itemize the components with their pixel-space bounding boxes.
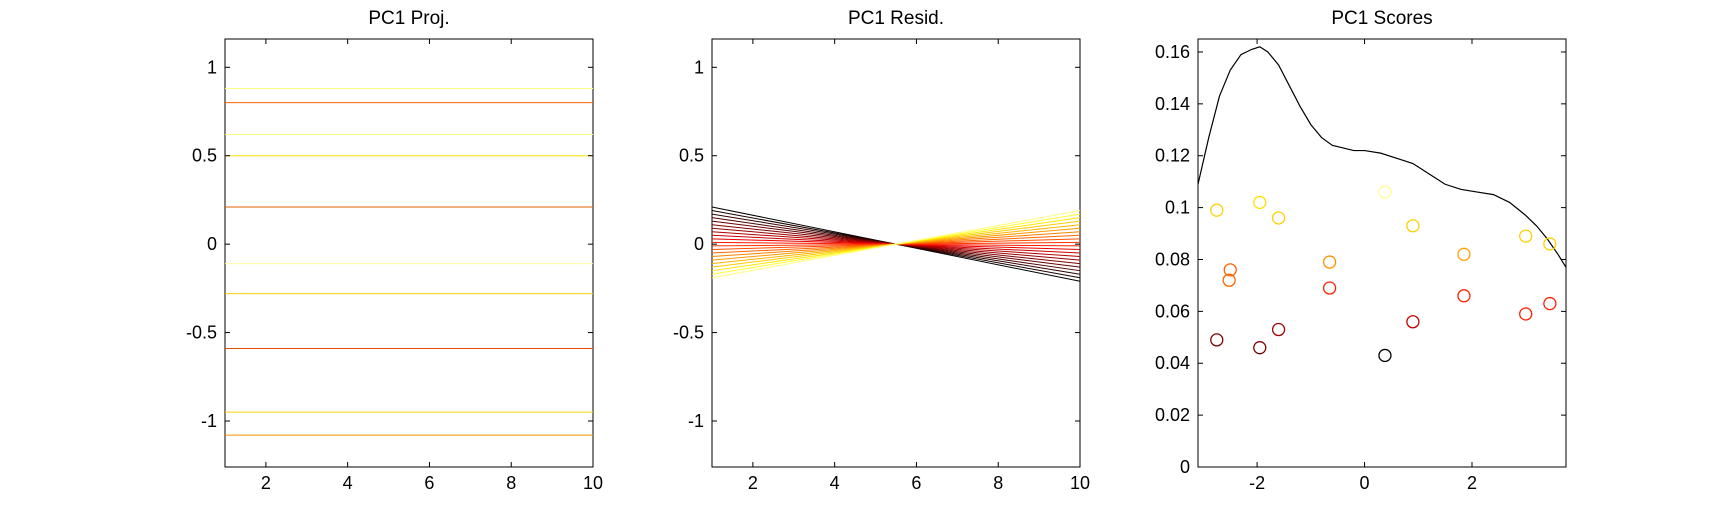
y-tick-label: -1 [688,411,704,431]
y-tick-label: 0.04 [1155,353,1190,373]
y-tick-label: 0.08 [1155,249,1190,269]
y-tick-label: -1 [201,411,217,431]
x-tick-label: 2 [1467,473,1477,493]
y-tick-label: 1 [694,57,704,77]
plot-area [224,38,594,468]
y-tick-label: -0.5 [673,323,704,343]
y-tick-label: 0.12 [1155,146,1190,166]
scatter-point [1271,322,1286,337]
chart-pc1-scores: PC1 Scores -2 0 2 0 0.02 0.04 0.06 0.08 0.1 0.12 0… [1155,8,1567,493]
series-line [711,210,1081,279]
x-tick-label: 2 [748,473,758,493]
y-tick-label: 0.5 [679,146,704,166]
scatter-point [1210,203,1224,217]
x-tick-label: 8 [993,473,1003,493]
x-tick-label: 10 [1070,473,1090,493]
scatter-point [1519,229,1533,243]
x-tick-label: 10 [583,473,603,493]
y-tick-label: 0.5 [192,146,217,166]
axis-ticks: 2 4 6 8 10 1 0.5 0 -0.5 -1 [673,39,1090,493]
x-tick-label: -2 [1249,473,1265,493]
plot-area [1197,38,1567,468]
scatter-point [1223,263,1237,277]
x-tick-label: 6 [424,473,434,493]
x-tick-label: 4 [830,473,840,493]
y-tick-label: 0 [1180,457,1190,477]
chart-title: PC1 Resid. [848,8,944,29]
y-tick-label: 0.06 [1155,301,1190,321]
density-curve [1197,46,1567,268]
chart-title: PC1 Proj. [368,8,449,29]
scatter-point [1322,255,1337,269]
scatter-point [1222,273,1236,287]
chart-title: PC1 Scores [1331,8,1432,29]
x-tick-label: 2 [261,473,271,493]
scatter-point [1543,237,1557,251]
chart-pc1-proj: PC1 Proj. 2 4 6 8 10 1 0.5 0 -0.5 -1 [186,8,603,493]
scatter-point [1457,289,1471,303]
scatter-point [1253,195,1267,210]
chart-pc1-resid: PC1 Resid. 2 4 6 8 10 1 0.5 0 -0.5 -1 [673,8,1090,493]
series-lines [225,88,593,436]
y-tick-label: 0.02 [1155,405,1190,425]
scatter-marks [1197,46,1567,363]
scatter-point [1406,219,1420,233]
axis-ticks: -2 0 2 0 0.02 0.04 0.06 0.08 0.1 0.12 0.14 0.16 [1155,39,1566,493]
x-tick-label: 4 [343,473,353,493]
scatter-point [1378,185,1392,199]
y-tick-label: 1 [207,57,217,77]
x-tick-label: 6 [911,473,921,493]
scatter-point [1271,211,1286,225]
scatter-point [1457,247,1471,261]
series-lines [711,206,1081,282]
scatter-point [1406,315,1420,329]
y-tick-label: 0.14 [1155,94,1190,114]
scatter-point [1210,333,1224,347]
scatter-point [1322,281,1337,295]
scatter-point [1253,341,1267,355]
scatter-point [1519,307,1533,321]
plot-area [711,38,1081,468]
y-tick-label: 0.16 [1155,42,1190,62]
x-tick-label: 0 [1360,473,1370,493]
y-tick-label: 0.1 [1165,198,1190,218]
x-tick-label: 8 [506,473,516,493]
axis-ticks: 2 4 6 8 10 1 0.5 0 -0.5 -1 [186,39,603,493]
scatter-point [1543,296,1557,311]
scatter-point [1378,348,1392,363]
y-tick-label: 0 [207,234,217,254]
y-tick-label: 0 [694,234,704,254]
y-tick-label: -0.5 [186,323,217,343]
